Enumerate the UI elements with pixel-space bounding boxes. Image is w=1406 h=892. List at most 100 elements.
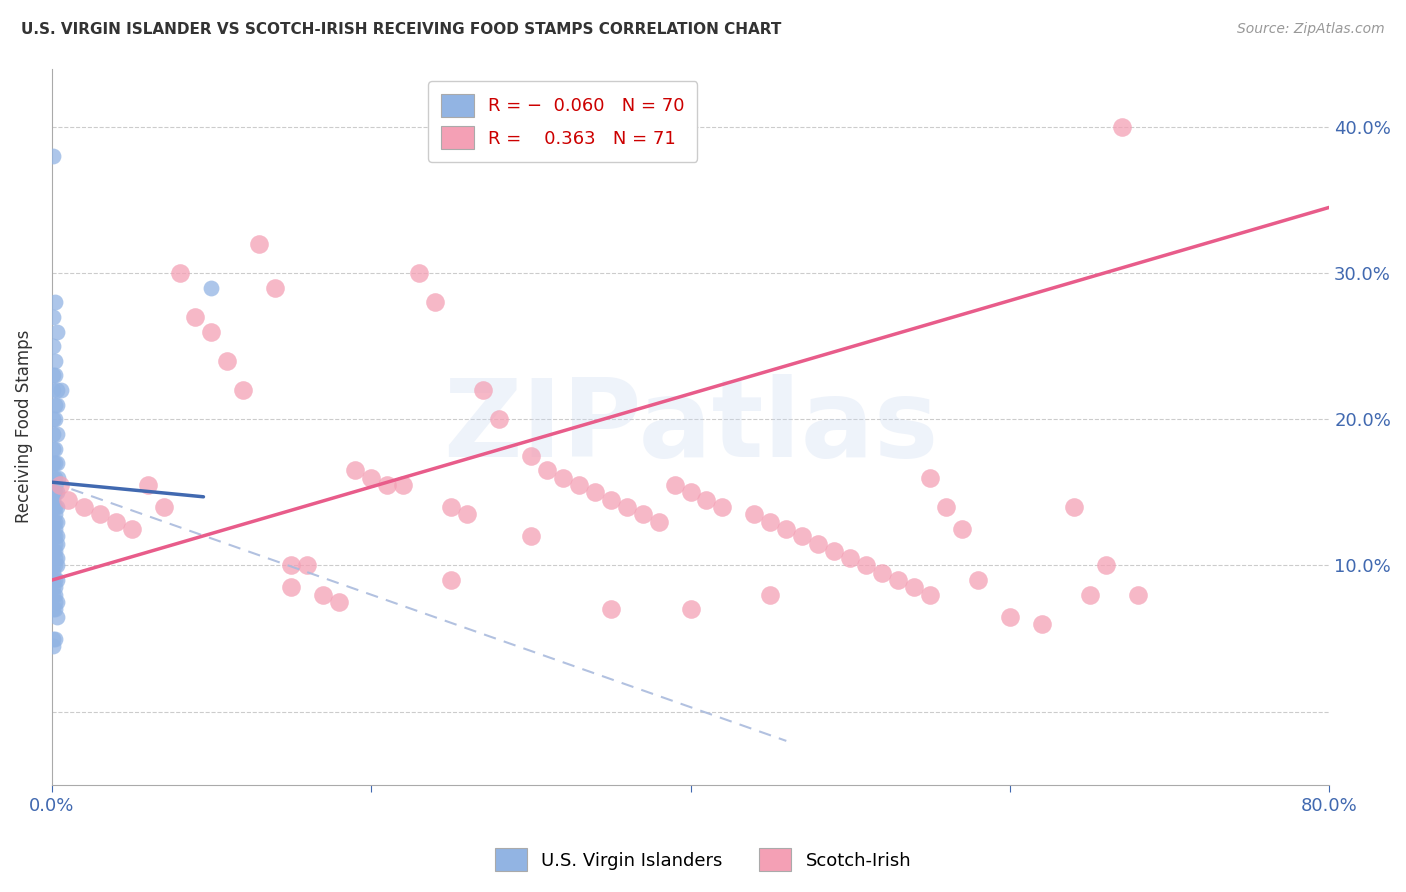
- Point: [488, 412, 510, 426]
- Point: [520, 449, 543, 463]
- Point: [903, 581, 925, 595]
- Point: [44, 398, 66, 412]
- Point: [344, 463, 367, 477]
- Point: [599, 602, 621, 616]
- Point: [792, 529, 814, 543]
- Point: [967, 573, 990, 587]
- Point: [375, 478, 398, 492]
- Text: U.S. VIRGIN ISLANDER VS SCOTCH-IRISH RECEIVING FOOD STAMPS CORRELATION CHART: U.S. VIRGIN ISLANDER VS SCOTCH-IRISH REC…: [21, 22, 782, 37]
- Point: [440, 500, 463, 514]
- Point: [280, 581, 302, 595]
- Point: [42, 529, 65, 543]
- Point: [42, 412, 65, 426]
- Point: [759, 515, 782, 529]
- Text: ZIPatlas: ZIPatlas: [443, 374, 938, 480]
- Point: [152, 500, 174, 514]
- Point: [45, 325, 67, 339]
- Point: [631, 508, 654, 522]
- Point: [44, 295, 66, 310]
- Point: [42, 492, 65, 507]
- Point: [45, 529, 67, 543]
- Point: [583, 485, 606, 500]
- Point: [42, 558, 65, 573]
- Point: [423, 295, 446, 310]
- Point: [44, 368, 66, 383]
- Point: [45, 426, 67, 441]
- Point: [42, 368, 65, 383]
- Point: [42, 639, 65, 653]
- Point: [45, 456, 67, 470]
- Point: [42, 310, 65, 324]
- Point: [42, 339, 65, 353]
- Point: [217, 354, 239, 368]
- Point: [870, 566, 893, 580]
- Point: [695, 492, 717, 507]
- Point: [48, 478, 70, 492]
- Point: [775, 522, 797, 536]
- Point: [42, 602, 65, 616]
- Y-axis label: Receiving Food Stamps: Receiving Food Stamps: [15, 330, 32, 524]
- Point: [759, 588, 782, 602]
- Point: [1126, 588, 1149, 602]
- Point: [104, 515, 127, 529]
- Point: [42, 515, 65, 529]
- Point: [312, 588, 335, 602]
- Point: [664, 478, 686, 492]
- Point: [42, 529, 65, 543]
- Point: [232, 383, 254, 397]
- Point: [44, 632, 66, 646]
- Point: [45, 595, 67, 609]
- Point: [44, 551, 66, 566]
- Point: [839, 551, 862, 566]
- Point: [42, 442, 65, 456]
- Point: [823, 544, 845, 558]
- Point: [679, 602, 702, 616]
- Point: [1031, 617, 1053, 632]
- Point: [44, 595, 66, 609]
- Point: [536, 463, 558, 477]
- Point: [1094, 558, 1116, 573]
- Point: [45, 573, 67, 587]
- Point: [807, 536, 830, 550]
- Point: [42, 500, 65, 514]
- Point: [45, 500, 67, 514]
- Point: [42, 426, 65, 441]
- Point: [42, 588, 65, 602]
- Point: [918, 471, 941, 485]
- Point: [392, 478, 415, 492]
- Point: [568, 478, 591, 492]
- Point: [51, 383, 73, 397]
- Point: [44, 354, 66, 368]
- Point: [918, 588, 941, 602]
- Point: [44, 602, 66, 616]
- Point: [200, 325, 222, 339]
- Point: [89, 508, 111, 522]
- Point: [44, 456, 66, 470]
- Point: [45, 558, 67, 573]
- Point: [136, 478, 159, 492]
- Point: [44, 581, 66, 595]
- Point: [44, 588, 66, 602]
- Point: [42, 544, 65, 558]
- Point: [42, 383, 65, 397]
- Point: [616, 500, 638, 514]
- Point: [887, 573, 910, 587]
- Point: [42, 149, 65, 163]
- Point: [935, 500, 957, 514]
- Point: [42, 485, 65, 500]
- Point: [44, 471, 66, 485]
- Point: [440, 573, 463, 587]
- Point: [44, 558, 66, 573]
- Point: [456, 508, 478, 522]
- Point: [169, 266, 191, 280]
- Point: [44, 500, 66, 514]
- Point: [1078, 588, 1101, 602]
- Point: [45, 398, 67, 412]
- Point: [360, 471, 382, 485]
- Legend: R = − 0.060   N = 70, R =    0.363   N = 71: R = − 0.060 N = 70, R = 0.363 N = 71: [429, 81, 697, 161]
- Point: [45, 609, 67, 624]
- Point: [280, 558, 302, 573]
- Point: [42, 456, 65, 470]
- Point: [42, 544, 65, 558]
- Point: [56, 492, 79, 507]
